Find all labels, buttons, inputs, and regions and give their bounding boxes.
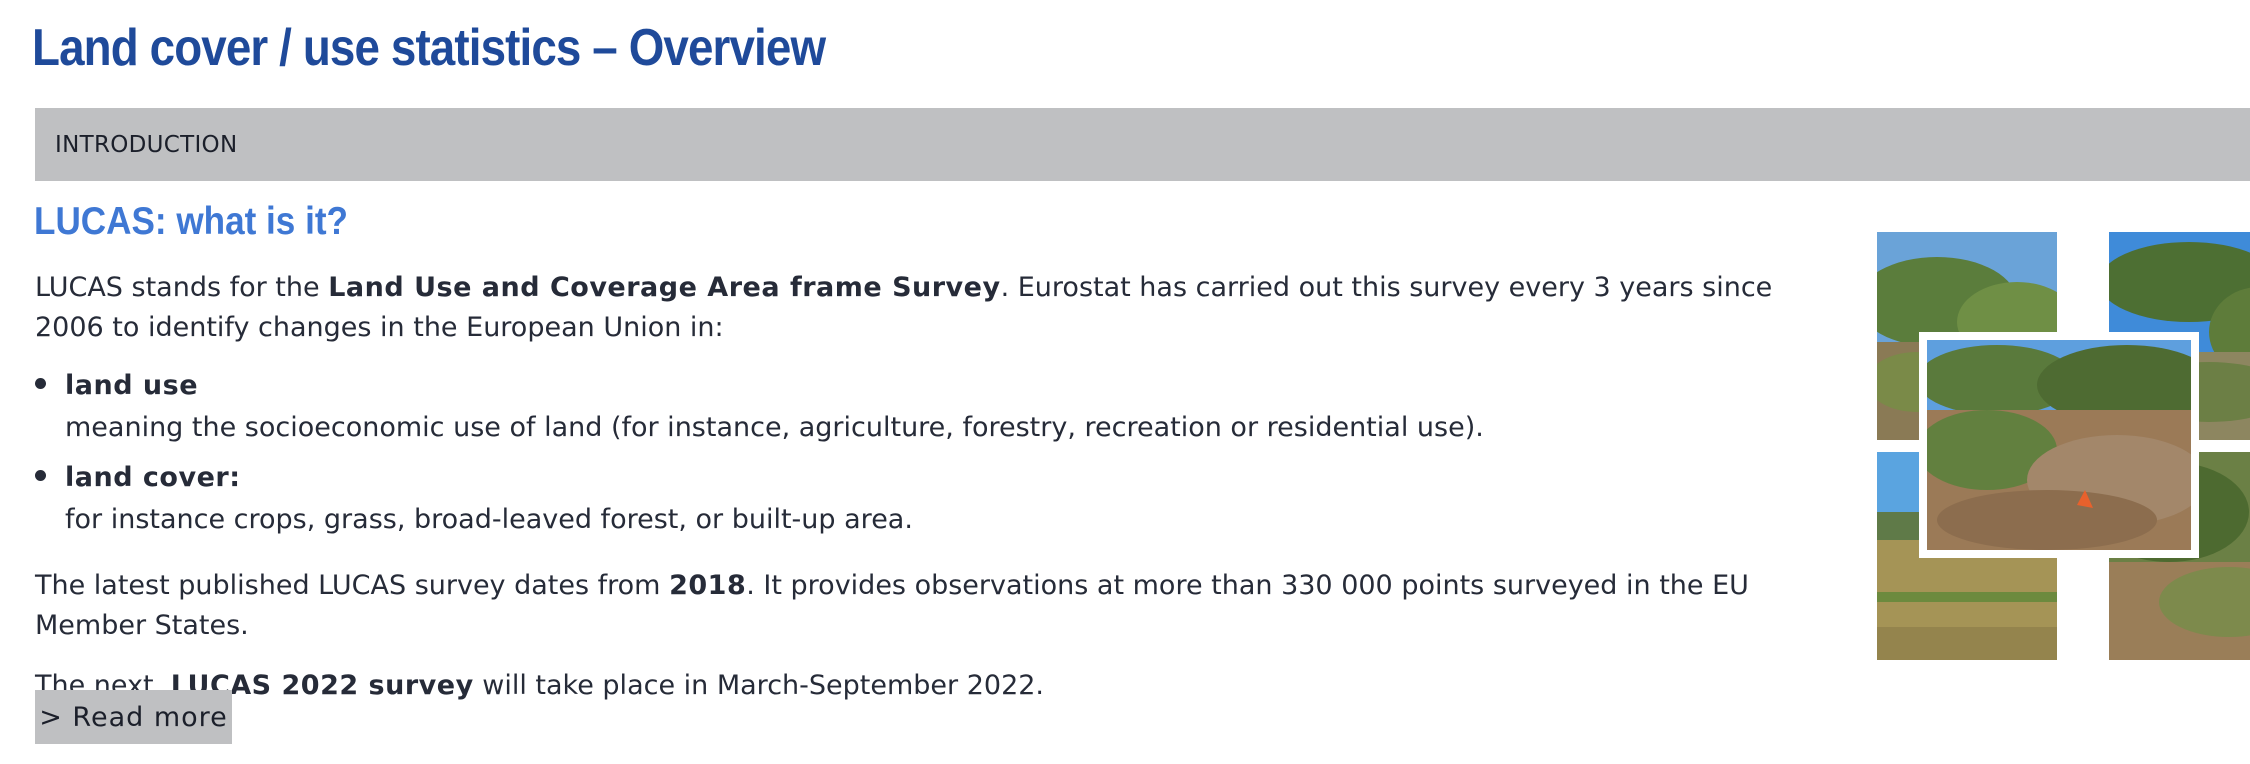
survey-name: Land Use and Coverage Area frame Survey xyxy=(328,272,1001,303)
land-use-list: land use meaning the socioeconomic use o… xyxy=(35,364,1835,540)
landscape-photo-collage xyxy=(1877,232,2250,660)
list-item-description: for instance crops, grass, broad-leaved … xyxy=(65,504,913,535)
section-label: INTRODUCTION xyxy=(55,131,238,158)
list-item: land cover: for instance crops, grass, b… xyxy=(35,456,1835,540)
list-item-term: land use xyxy=(65,370,199,401)
list-item: land use meaning the socioeconomic use o… xyxy=(35,364,1835,448)
list-item-description: meaning the socioeconomic use of land (f… xyxy=(65,412,1484,443)
bullet-icon xyxy=(35,378,46,389)
list-item-term: land cover: xyxy=(65,462,241,493)
article-body: LUCAS stands for the Land Use and Covera… xyxy=(35,268,1835,706)
section-subheading: LUCAS: what is it? xyxy=(34,200,348,243)
latest-survey-paragraph: The latest published LUCAS survey dates … xyxy=(35,570,1749,641)
bullet-icon xyxy=(35,470,46,481)
read-more-button[interactable]: > Read more xyxy=(35,690,232,744)
intro-paragraph: LUCAS stands for the Land Use and Covera… xyxy=(35,272,1773,343)
page-title: Land cover / use statistics – Overview xyxy=(32,19,826,77)
featured-landscape-photo xyxy=(1919,332,2199,558)
next-survey-paragraph: The next, LUCAS 2022 survey will take pl… xyxy=(35,670,1045,701)
section-bar-introduction: INTRODUCTION xyxy=(35,108,2250,181)
